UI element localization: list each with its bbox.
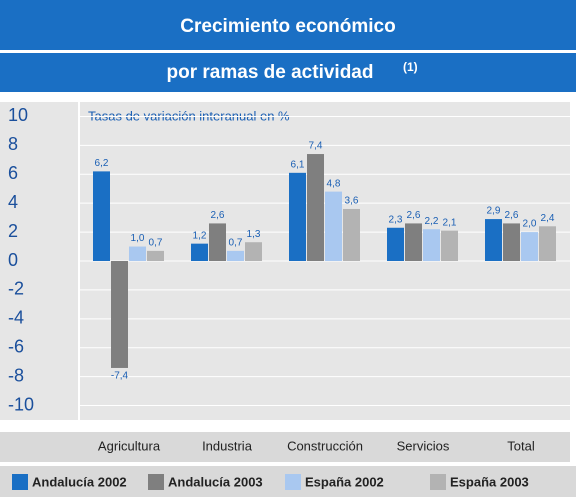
legend-swatch <box>148 474 164 490</box>
y-tick-label: 0 <box>8 250 18 270</box>
value-label: 6,2 <box>95 158 109 169</box>
bar <box>387 227 404 261</box>
y-tick-label: 4 <box>8 192 18 212</box>
title-bar <box>0 53 576 92</box>
y-tick-label: 2 <box>8 221 18 241</box>
value-label: 2,4 <box>541 213 555 224</box>
bar <box>441 230 458 261</box>
legend-swatch <box>285 474 301 490</box>
value-label: 2,0 <box>523 219 537 230</box>
legend-swatch <box>12 474 28 490</box>
value-label: 1,3 <box>247 229 261 240</box>
bar <box>245 242 262 261</box>
bar <box>129 246 146 261</box>
x-tick-label: Construcción <box>287 438 363 453</box>
bar <box>343 208 360 261</box>
chart-title: por ramas de actividad <box>167 62 374 83</box>
x-tick-label: Industria <box>202 438 253 453</box>
chart-title: Crecimiento económico <box>180 16 395 37</box>
x-tick-label: Agricultura <box>98 438 161 453</box>
value-label: 1,0 <box>131 233 145 244</box>
y-tick-label: 8 <box>8 134 18 154</box>
y-tick-label: 6 <box>8 163 18 183</box>
bar <box>539 226 556 261</box>
value-label: 1,2 <box>193 230 207 241</box>
legend-label: Andalucía 2002 <box>32 474 127 489</box>
legend-label: España 2002 <box>305 474 384 489</box>
bar <box>503 223 520 261</box>
y-tick-label: -10 <box>8 394 34 414</box>
value-label: -7,4 <box>111 371 129 382</box>
bar <box>93 171 110 261</box>
value-label: 7,4 <box>309 141 323 152</box>
bar <box>521 232 538 261</box>
category-bg <box>0 432 570 462</box>
bar <box>307 154 324 261</box>
legend-label: España 2003 <box>450 474 529 489</box>
title-note: (1) <box>403 60 418 74</box>
x-tick-label: Servicios <box>397 438 450 453</box>
bar <box>111 261 128 368</box>
bar <box>191 243 208 261</box>
y-tick-label: -2 <box>8 279 24 299</box>
value-label: 2,3 <box>389 214 403 225</box>
value-label: 2,6 <box>211 210 225 221</box>
value-label: 2,9 <box>487 206 501 217</box>
value-label: 6,1 <box>291 159 305 170</box>
y-tick-label: 10 <box>8 105 28 125</box>
value-label: 2,1 <box>443 217 457 228</box>
y-tick-label: -4 <box>8 308 24 328</box>
bar <box>325 191 342 261</box>
bar <box>209 223 226 261</box>
value-label: 2,2 <box>425 216 439 227</box>
y-tick-label: -6 <box>8 336 24 356</box>
bar <box>485 219 502 261</box>
axis-bg <box>0 102 78 420</box>
bar <box>147 250 164 261</box>
value-label: 3,6 <box>345 196 359 207</box>
legend-label: Andalucía 2003 <box>168 474 263 489</box>
x-tick-label: Total <box>507 438 535 453</box>
legend-swatch <box>430 474 446 490</box>
value-label: 2,6 <box>505 210 519 221</box>
value-label: 4,8 <box>327 178 341 189</box>
bar <box>289 172 306 261</box>
bar <box>423 229 440 261</box>
bar <box>405 223 422 261</box>
y-tick-label: -8 <box>8 365 24 385</box>
bar <box>227 250 244 261</box>
subtitle: Tasas de variación interanual en % <box>88 108 290 123</box>
title-bar <box>0 0 576 50</box>
value-label: 2,6 <box>407 210 421 221</box>
value-label: 0,7 <box>229 238 243 249</box>
value-label: 0,7 <box>149 238 163 249</box>
